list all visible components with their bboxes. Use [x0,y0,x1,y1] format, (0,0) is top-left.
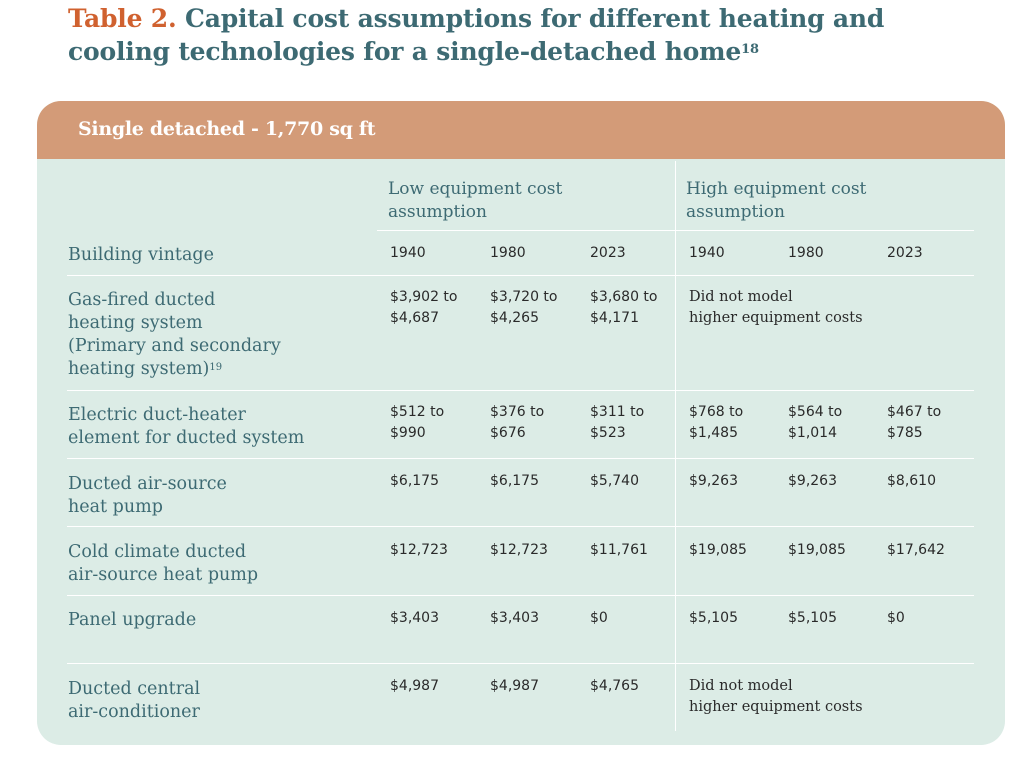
row-footnote: 19 [209,362,223,373]
row-label-cold-climate-heat-pump: Cold climate ducted air-source heat pump [68,542,259,585]
vintage-low-1940: 1940 [390,245,426,261]
vintage-high-1980: 1980 [788,245,824,261]
cell-gas-low-2023: $3,680 to $4,171 [590,289,658,326]
cell-heatpump-low-2023: $5,740 [590,473,639,489]
row-divider [67,390,974,391]
cell-electric-high-2023: $467 to $785 [887,404,942,441]
cell-electric-low-1980: $376 to $676 [490,404,545,441]
vintage-label: Building vintage [68,245,214,265]
row-divider [377,230,974,231]
table-number: Table 2. [68,4,177,33]
cell-cold-high-1940: $19,085 [689,542,747,558]
cell-panel-low-1980: $3,403 [490,610,539,626]
row-label-central-air-conditioner: Ducted central air-conditioner [68,679,201,722]
cell-panel-high-1940: $5,105 [689,610,738,626]
vintage-high-2023: 2023 [887,245,923,261]
table-header-text: Single detached - 1,770 sq ft [78,118,376,140]
row-label-gas-fired: Gas-fired ducted heating system (Primary… [68,290,281,379]
cell-heatpump-high-2023: $8,610 [887,473,936,489]
cell-gas-low-1980: $3,720 to $4,265 [490,289,558,326]
cell-ac-low-1940: $4,987 [390,678,439,694]
cell-ac-low-2023: $4,765 [590,678,639,694]
table-header-bar: Single detached - 1,770 sq ft [37,101,1005,159]
row-divider [67,663,974,664]
row-divider [67,526,974,527]
cell-cold-high-1980: $19,085 [788,542,846,558]
row-label-panel-upgrade: Panel upgrade [68,610,197,630]
row-divider [67,275,974,276]
cell-cold-low-1940: $12,723 [390,542,448,558]
table-title: Table 2. Capital cost assumptions for di… [68,2,968,68]
cell-electric-low-1940: $512 to $990 [390,404,445,441]
vintage-low-1980: 1980 [490,245,526,261]
cell-heatpump-low-1980: $6,175 [490,473,539,489]
cell-cold-low-1980: $12,723 [490,542,548,558]
cell-panel-high-2023: $0 [887,610,905,626]
vintage-high-1940: 1940 [689,245,725,261]
cell-heatpump-high-1940: $9,263 [689,473,738,489]
cell-gas-low-1940: $3,902 to $4,687 [390,289,458,326]
cell-ac-high-note: Did not model higher equipment costs [689,678,863,715]
cell-heatpump-low-1940: $6,175 [390,473,439,489]
group-header-low: Low equipment cost assumption [388,179,563,222]
cell-ac-low-1980: $4,987 [490,678,539,694]
row-label-electric-duct-heater: Electric duct-heater element for ducted … [68,405,305,448]
column-divider [675,161,676,731]
title-footnote: 18 [741,42,759,57]
cell-electric-low-2023: $311 to $523 [590,404,645,441]
row-divider [67,595,974,596]
cell-cold-low-2023: $11,761 [590,542,648,558]
cell-panel-low-1940: $3,403 [390,610,439,626]
cell-cold-high-2023: $17,642 [887,542,945,558]
group-header-high: High equipment cost assumption [686,179,867,222]
cell-gas-high-note: Did not model higher equipment costs [689,289,863,326]
title-line-2: cooling technologies for a single-detach… [68,37,742,66]
cell-panel-high-1980: $5,105 [788,610,837,626]
cost-table: Single detached - 1,770 sq ft Low equipm… [37,101,1005,745]
cell-heatpump-high-1980: $9,263 [788,473,837,489]
row-divider [67,458,974,459]
row-label-ducted-heat-pump: Ducted air-source heat pump [68,474,227,517]
cell-electric-high-1940: $768 to $1,485 [689,404,744,441]
cell-panel-low-2023: $0 [590,610,608,626]
vintage-low-2023: 2023 [590,245,626,261]
cell-electric-high-1980: $564 to $1,014 [788,404,843,441]
title-line-1: Capital cost assumptions for different h… [185,4,885,33]
